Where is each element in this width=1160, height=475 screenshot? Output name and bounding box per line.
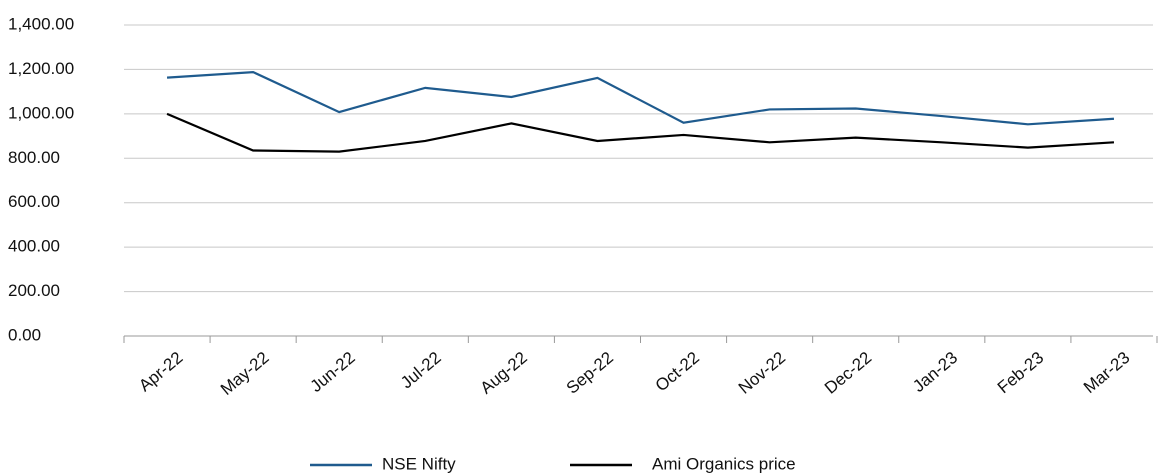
x-tick-label: Mar-23	[1080, 348, 1133, 397]
series-line	[166, 112, 1115, 153]
series-line	[166, 70, 1115, 126]
x-tick-label: Jul-22	[397, 348, 445, 392]
x-tick-label: Jun-22	[307, 348, 359, 396]
x-tick-label: Dec-22	[821, 348, 875, 398]
x-tick-label: Jan-23	[909, 348, 961, 396]
legend-label: Ami Organics price	[652, 454, 796, 473]
x-tick-label: Sep-22	[563, 348, 617, 398]
y-tick-label: 600.00	[8, 192, 60, 211]
x-tick-label: Apr-22	[135, 348, 186, 395]
y-tick-label: 1,000.00	[8, 103, 74, 122]
y-tick-label: 1,400.00	[8, 14, 74, 33]
x-tick-label: Aug-22	[477, 348, 531, 398]
legend-label: NSE Nifty	[382, 454, 456, 473]
y-tick-label: 800.00	[8, 148, 60, 167]
x-tick-label: Oct-22	[652, 348, 703, 395]
y-tick-label: 200.00	[8, 281, 60, 300]
x-tick-label: May-22	[217, 348, 273, 399]
y-tick-label: 1,200.00	[8, 59, 74, 78]
y-tick-label: 400.00	[8, 237, 60, 256]
x-tick-label: Nov-22	[735, 348, 789, 398]
y-tick-label: 0.00	[8, 325, 41, 344]
x-tick-label: Feb-23	[994, 348, 1047, 397]
